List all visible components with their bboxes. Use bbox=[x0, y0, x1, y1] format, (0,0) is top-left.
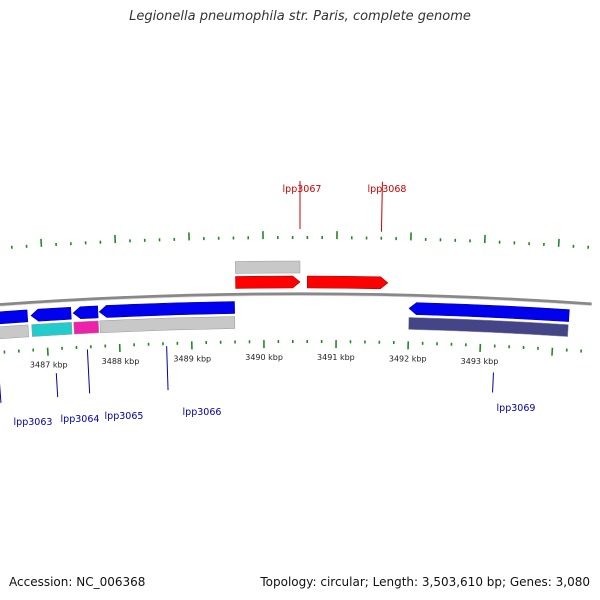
tick-label: 3490 kbp bbox=[245, 353, 283, 362]
leader-line-lpp3066 bbox=[166, 346, 169, 391]
tick-label: 3492 kbp bbox=[389, 354, 427, 363]
gene-label-lpp3069[interactable]: lpp3069 bbox=[497, 403, 536, 414]
gene-arrow-lpp3069[interactable] bbox=[408, 302, 570, 322]
cds-block-lpp3066 bbox=[99, 316, 236, 334]
cds-block-lpp3067 bbox=[235, 260, 301, 274]
gene-arrow-lpp3063[interactable] bbox=[0, 309, 29, 325]
accession-text: Accession: NC_006368 bbox=[9, 575, 146, 589]
gene-label-lpp3068[interactable]: lpp3068 bbox=[368, 184, 407, 195]
cds-block-lpp3069 bbox=[408, 317, 569, 337]
gene-label-lpp3066[interactable]: lpp3066 bbox=[183, 407, 222, 418]
genome-summary-text: Topology: circular; Length: 3,503,610 bp… bbox=[260, 575, 590, 589]
gene-label-lpp3064[interactable]: lpp3064 bbox=[61, 414, 100, 425]
cds-block-lpp3063 bbox=[0, 324, 30, 340]
leader-line-lpp3064 bbox=[55, 373, 59, 398]
gene-arrow-lpp3068[interactable] bbox=[307, 275, 389, 290]
cds-block-lpp3065 bbox=[73, 320, 100, 335]
cds-block-lpp3064 bbox=[31, 321, 73, 337]
gene-label-lpp3063[interactable]: lpp3063 bbox=[14, 417, 53, 428]
gene-label-lpp3067[interactable]: lpp3067 bbox=[283, 184, 322, 195]
leader-line-lpp3065 bbox=[86, 349, 91, 394]
gene-arrow-lpp3064[interactable] bbox=[30, 306, 72, 322]
backbone-highlight bbox=[0, 295, 592, 307]
gene-arrow-lpp3067[interactable] bbox=[235, 275, 301, 289]
backbone-arc bbox=[0, 292, 592, 307]
gene-arrow-lpp3066[interactable] bbox=[98, 301, 235, 318]
gene-arrow-lpp3065[interactable] bbox=[72, 305, 99, 320]
gene-label-lpp3065[interactable]: lpp3065 bbox=[105, 411, 144, 422]
label-layer: lpp3063 lpp3064 lpp3065 lpp3066 lpp3067 lpp30… bbox=[0, 181, 535, 428]
tick-label: 3491 kbp bbox=[317, 353, 355, 362]
tick-label: 3489 kbp bbox=[173, 354, 211, 363]
tick-label: 3487 kbp bbox=[30, 361, 68, 370]
track-layer bbox=[0, 260, 592, 340]
tick-label: 3493 kbp bbox=[461, 357, 499, 366]
leader-line-lpp3068 bbox=[380, 181, 383, 232]
map-title: Legionella pneumophila str. Paris, compl… bbox=[129, 9, 471, 24]
tick-label: 3488 kbp bbox=[102, 357, 140, 366]
leader-line-lpp3063 bbox=[0, 383, 2, 403]
leader-line-lpp3069 bbox=[492, 372, 494, 393]
tick-layer: 3487 kbp 3488 kbp 3489 kbp 3490 kbp 3491 kbp… bbox=[3, 231, 590, 370]
